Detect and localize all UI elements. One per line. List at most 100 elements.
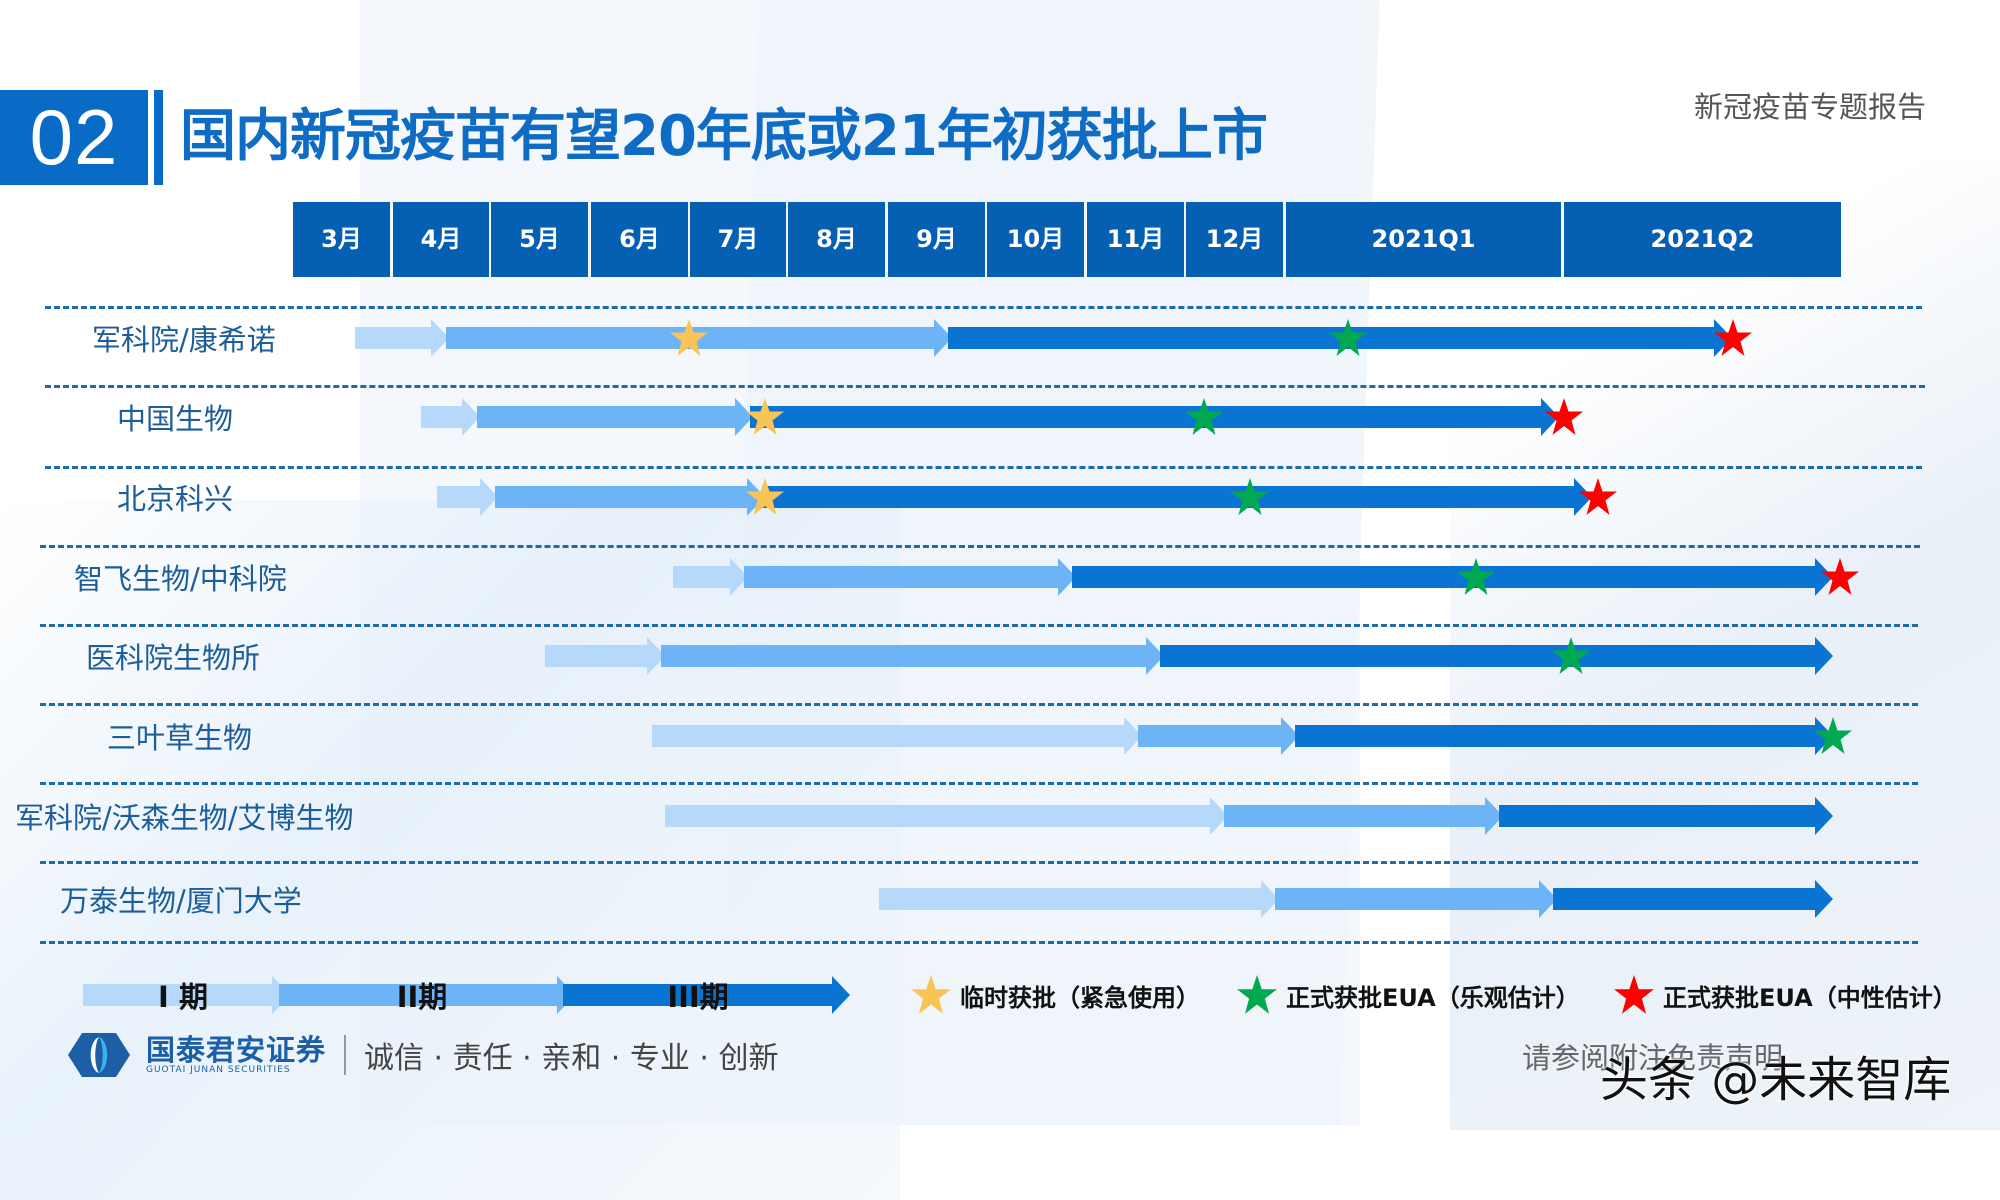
arrow-body <box>1295 725 1819 747</box>
arrow-body <box>1138 725 1285 747</box>
arrow-head-icon <box>1539 880 1557 918</box>
phase-2-arrow <box>1275 880 1557 918</box>
phase-1-arrow <box>673 558 748 596</box>
timeline-header-cell: 12月 <box>1186 202 1283 277</box>
arrow-body <box>1160 645 1819 667</box>
phase-1-arrow <box>355 319 449 357</box>
vaccine-developer-label: 军科院/康希诺 <box>92 323 276 357</box>
phase-1-arrow <box>652 717 1142 755</box>
row-separator <box>40 782 1918 785</box>
timeline-header-cell: 10月 <box>987 202 1084 277</box>
row-separator <box>45 385 1925 388</box>
legend-marker-label: 正式获批EUA（乐观估计） <box>1286 983 1580 1012</box>
phase-2-arrow <box>495 478 765 516</box>
phase-1-arrow <box>545 637 665 675</box>
green-star-icon <box>1551 636 1591 676</box>
vaccine-developer-label: 北京科兴 <box>117 482 234 516</box>
arrow-body <box>673 566 734 588</box>
yellow-star-icon <box>745 477 785 517</box>
legend-marker-item: 临时获批（紧急使用） <box>910 975 1200 1015</box>
phase-2-arrow <box>477 398 753 436</box>
vaccine-developer-label: 医科院生物所 <box>86 641 261 675</box>
arrow-body <box>762 486 1578 508</box>
arrow-body <box>437 486 484 508</box>
yellow-star-icon <box>669 318 709 358</box>
section-number: 02 <box>0 90 148 185</box>
legend-phase-label: I 期 <box>158 980 208 1014</box>
arrow-head-icon <box>1210 797 1228 835</box>
legend-marker-label: 正式获批EUA（中性估计） <box>1663 983 1957 1012</box>
phase-1-arrow <box>879 880 1279 918</box>
arrow-body <box>948 327 1718 349</box>
arrow-body <box>563 984 836 1006</box>
arrow-body <box>1499 805 1819 827</box>
arrow-body <box>477 406 739 428</box>
green-star-icon <box>1328 318 1368 358</box>
report-tag: 新冠疫苗专题报告 <box>1693 90 1926 124</box>
arrow-body <box>1553 888 1819 910</box>
arrow-head-icon <box>1261 880 1279 918</box>
row-separator <box>40 861 1918 864</box>
vaccine-developer-label: 万泰生物/厦门大学 <box>60 884 302 918</box>
phase-1-arrow <box>421 398 480 436</box>
phase-3-arrow <box>1553 880 1833 918</box>
red-star-icon <box>1544 397 1584 437</box>
company-name-cn: 国泰君安证券 <box>146 1033 327 1067</box>
arrow-body <box>545 645 651 667</box>
yellow-star-icon <box>745 397 785 437</box>
vaccine-developer-label: 中国生物 <box>117 402 234 436</box>
red-star-icon <box>1820 557 1860 597</box>
arrow-head-icon <box>1281 717 1299 755</box>
phase-3-arrow <box>1499 797 1833 835</box>
arrow-head-icon <box>1815 880 1833 918</box>
arrow-head-icon <box>462 398 480 436</box>
green-star-icon <box>1184 397 1224 437</box>
background-panel <box>0 500 900 1200</box>
legend-marker-item: 正式获批EUA（乐观估计） <box>1236 975 1580 1015</box>
arrow-body <box>652 725 1128 747</box>
timeline-header-cell: 2021Q1 <box>1286 202 1561 277</box>
row-separator <box>45 466 1922 469</box>
phase-3-arrow <box>1295 717 1833 755</box>
arrow-head-icon <box>1058 558 1076 596</box>
arrow-body <box>744 566 1062 588</box>
timeline-header-cell: 8月 <box>788 202 885 277</box>
row-separator <box>40 624 1918 627</box>
timeline-header: 3月 4月 5月 6月 7月 8月 9月 10月 11月 12月 2021Q1 2021Q2 <box>0 202 2000 277</box>
arrow-head-icon <box>1815 797 1833 835</box>
yellow-star-icon <box>910 974 952 1016</box>
arrow-body <box>661 645 1150 667</box>
phase-3-arrow <box>1160 637 1833 675</box>
arrow-head-icon <box>1485 797 1503 835</box>
phase-2-arrow <box>1224 797 1503 835</box>
arrow-body <box>1275 888 1543 910</box>
legend: I 期 II期 III期 临时获批（紧急使用） 正式获批EUA（乐观估计） 正式获批EUA… <box>0 965 2000 1025</box>
phase-3-arrow <box>750 398 1559 436</box>
green-star-icon <box>1236 974 1278 1016</box>
company-logo-text: 国泰君安证券 GUOTAI JUNAN SECURITIES <box>146 1035 326 1075</box>
arrow-head-icon <box>735 398 753 436</box>
red-star-icon <box>1713 318 1753 358</box>
legend-marker-label: 临时获批（紧急使用） <box>960 983 1200 1012</box>
company-logo-icon <box>68 1033 130 1077</box>
arrow-body <box>355 327 435 349</box>
timeline-header-cell: 3月 <box>293 202 390 277</box>
arrow-body <box>665 805 1214 827</box>
arrow-head-icon <box>1146 637 1164 675</box>
arrow-body <box>83 984 276 1006</box>
arrow-body <box>879 888 1265 910</box>
arrow-body <box>279 984 561 1006</box>
row-separator <box>40 941 1918 944</box>
row-separator <box>40 703 1918 706</box>
arrow-head-icon <box>1124 717 1142 755</box>
watermark: 头条 @未来智库 <box>1600 1052 1952 1108</box>
arrow-head-icon <box>431 319 449 357</box>
arrow-head-icon <box>1815 558 1833 596</box>
green-star-icon <box>1813 716 1853 756</box>
arrow-head-icon <box>647 637 665 675</box>
row-separator <box>45 306 1922 309</box>
footer-divider <box>344 1035 347 1075</box>
timeline-header-cell: 9月 <box>888 202 985 277</box>
arrow-head-icon <box>832 976 850 1014</box>
arrow-body <box>495 486 751 508</box>
